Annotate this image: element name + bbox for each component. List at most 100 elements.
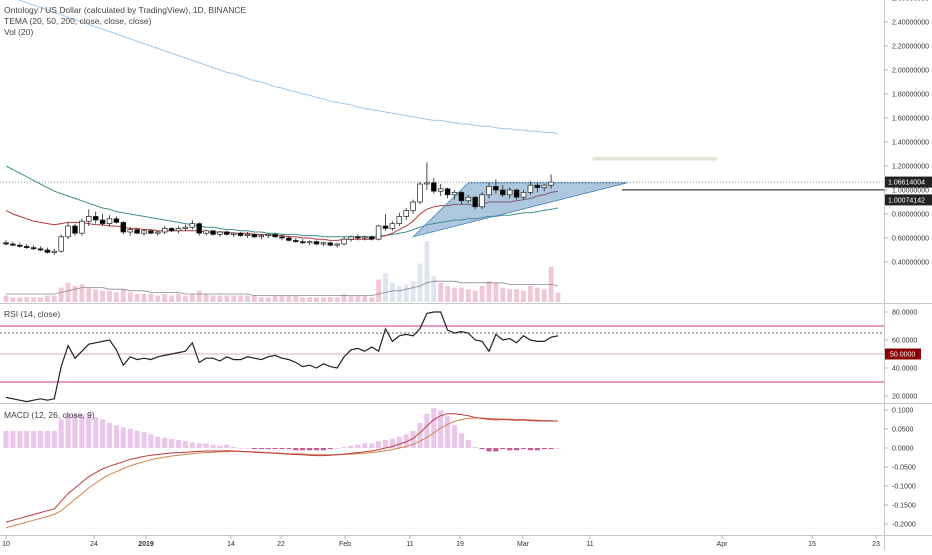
volume-bar bbox=[79, 284, 85, 302]
projection-box bbox=[592, 157, 717, 161]
volume-bar bbox=[183, 295, 188, 302]
volume-bar bbox=[114, 292, 119, 302]
volume-bar bbox=[521, 290, 526, 302]
candle-body bbox=[513, 189, 520, 198]
macd-histogram-bar bbox=[120, 427, 126, 448]
candle-body bbox=[141, 230, 147, 234]
candle-body bbox=[520, 192, 527, 198]
macd-histogram-bar bbox=[182, 441, 188, 448]
time-tick-label: Mar bbox=[517, 541, 530, 548]
volume-bar bbox=[507, 289, 513, 302]
volume-bar bbox=[417, 263, 423, 302]
candle-body bbox=[86, 216, 92, 222]
candle-body bbox=[237, 232, 244, 236]
volume-bar bbox=[555, 292, 561, 302]
volume-bar bbox=[327, 297, 333, 302]
macd-histogram-bar bbox=[224, 444, 230, 448]
volume-bar bbox=[362, 295, 368, 302]
volume-bar bbox=[514, 289, 519, 302]
macd-histogram-bar bbox=[189, 442, 195, 448]
volume-bar bbox=[279, 295, 285, 302]
macd-tick-label: 0.0500 bbox=[892, 427, 914, 434]
volume-bar bbox=[410, 281, 416, 302]
candle-body bbox=[106, 218, 113, 224]
candle-body bbox=[279, 236, 285, 239]
candle-body bbox=[444, 188, 451, 196]
volume-bar bbox=[534, 287, 540, 302]
macd-histogram-bar bbox=[17, 430, 23, 448]
candle-body bbox=[99, 219, 106, 224]
price-legend: Ontology / US Dollar (calculated by Trad… bbox=[4, 5, 246, 38]
candle-body bbox=[417, 183, 423, 203]
candle-body bbox=[348, 236, 354, 240]
macd-histogram-bar bbox=[72, 413, 78, 448]
volume-bar bbox=[155, 295, 161, 302]
volume-bar bbox=[169, 295, 174, 302]
candle-body bbox=[313, 241, 320, 245]
time-tick-label: 14 bbox=[227, 541, 235, 548]
macd-histogram-bar bbox=[362, 443, 368, 448]
macd-histogram-bar bbox=[472, 446, 478, 448]
candle-body bbox=[375, 225, 382, 240]
volume-bar bbox=[265, 297, 271, 302]
macd-histogram-bar bbox=[327, 448, 333, 450]
macd-tick-label: 0.1000 bbox=[892, 408, 914, 415]
macd-histogram-bar bbox=[493, 448, 499, 452]
candle-body bbox=[368, 236, 375, 240]
candle-body bbox=[23, 246, 30, 248]
volume-bar bbox=[486, 281, 492, 302]
macd-histogram-bar bbox=[93, 417, 99, 448]
volume-bar bbox=[189, 294, 195, 302]
price-tick-label: 2.40000000 bbox=[892, 20, 929, 27]
volume-bar bbox=[465, 289, 471, 302]
price-tick-label: 0.40000000 bbox=[892, 260, 929, 267]
macd-histogram-bar bbox=[507, 448, 513, 451]
volume-bar bbox=[452, 287, 457, 302]
volume-bar bbox=[31, 297, 36, 302]
volume-bar bbox=[355, 295, 361, 302]
candle-body bbox=[431, 182, 437, 192]
macd-histogram-bar bbox=[334, 448, 340, 449]
macd-histogram-bar bbox=[438, 410, 444, 448]
volume-bar bbox=[141, 294, 147, 302]
volume-bar bbox=[272, 295, 278, 302]
candle-body bbox=[210, 230, 216, 235]
macd-histogram-bar bbox=[134, 430, 140, 448]
rsi-tick-label: 60.0000 bbox=[892, 338, 917, 345]
macd-histogram-bar bbox=[10, 430, 16, 448]
macd-histogram-bar bbox=[65, 413, 71, 448]
candle-body bbox=[437, 188, 444, 192]
price-tick-label: 1.80000000 bbox=[892, 92, 929, 99]
macd-histogram-bar bbox=[396, 436, 402, 448]
macd-histogram-bar bbox=[382, 440, 389, 448]
candle-body bbox=[155, 231, 161, 234]
volume-bar bbox=[45, 295, 50, 302]
macd-histogram-bar bbox=[465, 440, 471, 448]
time-tick-label: 15 bbox=[808, 541, 816, 548]
macd-histogram-bar bbox=[265, 448, 271, 450]
macd-histogram-bar bbox=[272, 448, 278, 450]
macd-tick-label: -0.1500 bbox=[892, 503, 916, 510]
macd-histogram-bar bbox=[403, 434, 409, 448]
rsi-line bbox=[5, 311, 559, 403]
macd-tick-label: 0.0000 bbox=[892, 446, 914, 453]
volume-bar bbox=[134, 294, 140, 302]
candle-body bbox=[168, 228, 175, 232]
time-tick-label: 22 bbox=[277, 541, 285, 548]
macd-histogram-bar bbox=[514, 448, 520, 451]
candle-body bbox=[244, 234, 251, 236]
volume-bar bbox=[148, 294, 154, 302]
volume-bar bbox=[252, 295, 257, 302]
price-tick-label: 1.40000000 bbox=[892, 140, 929, 147]
macd-histogram-bar bbox=[424, 413, 430, 448]
macd-histogram-bar bbox=[86, 413, 92, 448]
candle-body bbox=[320, 242, 327, 245]
candle-body bbox=[203, 230, 209, 234]
time-tick-label: Feb bbox=[339, 541, 351, 548]
candle-body bbox=[182, 226, 189, 229]
macd-histogram-bar bbox=[555, 448, 561, 449]
macd-histogram-bar bbox=[458, 433, 464, 448]
macd-tick-label: -0.1000 bbox=[892, 484, 916, 491]
macd-histogram-bar bbox=[31, 430, 37, 448]
